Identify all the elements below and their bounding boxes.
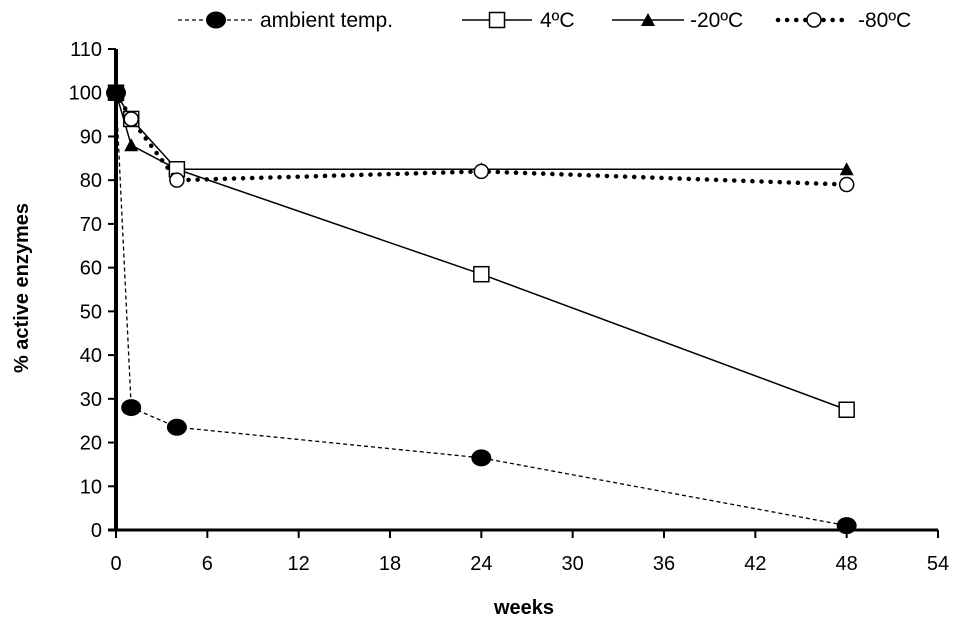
data-point [838, 176, 855, 193]
data-point [121, 399, 142, 417]
y-tick-label: 0 [91, 520, 102, 542]
series-line [115, 92, 847, 170]
legend-label: -20ºC [690, 9, 743, 32]
x-axis-title: weeks [493, 597, 554, 619]
x-tick-label: 6 [202, 553, 213, 575]
legend-marker [206, 11, 226, 29]
y-tick-label: 110 [70, 39, 102, 61]
series-layer [106, 84, 857, 535]
y-tick-label: 90 [80, 126, 102, 148]
axes: 0 10 20 30 40 50 60 70 80 90 100 110 0 6 12 18 24 30 36 42 4… [69, 39, 950, 575]
data-point [839, 162, 854, 176]
data-point [836, 517, 857, 535]
x-tick-label: 48 [836, 553, 858, 575]
data-point [838, 401, 855, 418]
y-tick-label: 10 [80, 476, 102, 498]
y-tick-label: 40 [80, 345, 102, 367]
series-4 [108, 84, 855, 193]
data-point [106, 84, 126, 102]
x-tick-label: 36 [653, 553, 675, 575]
x-tick-label: 18 [379, 553, 401, 575]
series-1 [106, 84, 857, 535]
series-line [113, 90, 849, 187]
x-tick-label: 30 [562, 553, 584, 575]
legend-item-3: -20ºC [612, 9, 743, 32]
y-tick-label: 50 [80, 301, 102, 323]
data-point [473, 163, 490, 180]
legend-marker [488, 11, 506, 29]
y-tick-label: 60 [80, 258, 102, 280]
x-tick-label: 0 [110, 553, 121, 575]
y-tick-label: 20 [80, 433, 102, 455]
legend-label: -80ºC [858, 9, 911, 32]
data-point [166, 418, 187, 436]
y-tick-label: 80 [80, 170, 102, 192]
x-tick-label: 54 [927, 553, 949, 575]
legend-item-2: 4ºC [462, 9, 575, 32]
y-tick-label: 100 [69, 83, 102, 105]
legend-item-1: ambient temp. [178, 9, 393, 32]
data-point [471, 449, 492, 467]
legend-marker [806, 12, 822, 28]
x-tick-label: 12 [288, 553, 310, 575]
y-axis-title: % active enzymes [11, 203, 33, 373]
series-line [115, 92, 847, 411]
series-3 [109, 85, 854, 176]
x-tick-label: 24 [470, 553, 492, 575]
legend-marker [641, 13, 655, 26]
legend-label: 4ºC [540, 9, 575, 32]
legend: ambient temp. 4ºC -20ºC -80ºC [178, 9, 911, 32]
data-point [123, 111, 139, 127]
series-2 [107, 84, 855, 418]
legend-item-4: -80ºC [775, 9, 911, 32]
data-point [169, 172, 185, 188]
y-tick-label: 30 [80, 389, 102, 411]
data-point [124, 138, 139, 152]
y-tick-label: 70 [80, 214, 102, 236]
legend-label: ambient temp. [260, 9, 393, 32]
x-tick-label: 42 [744, 553, 766, 575]
data-point [473, 265, 490, 283]
